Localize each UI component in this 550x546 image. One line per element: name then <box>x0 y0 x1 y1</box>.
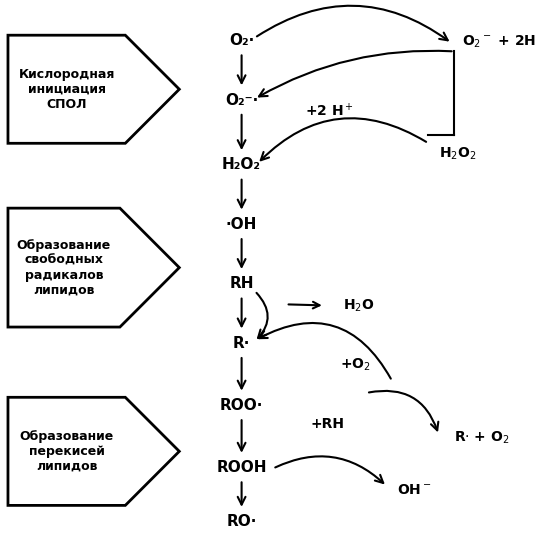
Text: H₂O₂: H₂O₂ <box>222 157 261 173</box>
Text: +O$_2$: +O$_2$ <box>340 357 371 373</box>
Text: ROOH: ROOH <box>216 460 267 475</box>
Text: RO·: RO· <box>227 514 257 529</box>
Text: +RH: +RH <box>310 417 344 431</box>
Text: H$_2$O$_2$: H$_2$O$_2$ <box>439 146 476 162</box>
Text: O₂⁻·: O₂⁻· <box>225 93 258 108</box>
Polygon shape <box>8 208 179 327</box>
Text: ·OH: ·OH <box>226 217 257 232</box>
Text: OH$^-$: OH$^-$ <box>397 483 432 497</box>
Text: O₂·: O₂· <box>229 33 254 48</box>
Text: ROO·: ROO· <box>220 398 263 413</box>
Polygon shape <box>8 397 179 506</box>
Text: Образование
перекисей
липидов: Образование перекисей липидов <box>19 430 114 473</box>
Text: O$_2$$^-$ + 2H: O$_2$$^-$ + 2H <box>462 33 537 50</box>
Text: R·: R· <box>233 336 250 351</box>
Text: Образование
свободных
радикалов
липидов: Образование свободных радикалов липидов <box>17 239 111 296</box>
Text: +2 H$^+$: +2 H$^+$ <box>305 102 354 120</box>
Text: RH: RH <box>229 276 254 292</box>
Text: H$_2$O: H$_2$O <box>343 297 375 313</box>
Text: R$\cdot$ + O$_2$: R$\cdot$ + O$_2$ <box>454 430 510 446</box>
Text: Кислородная
инициация
СПОЛ: Кислородная инициация СПОЛ <box>19 68 115 111</box>
Polygon shape <box>8 35 179 143</box>
